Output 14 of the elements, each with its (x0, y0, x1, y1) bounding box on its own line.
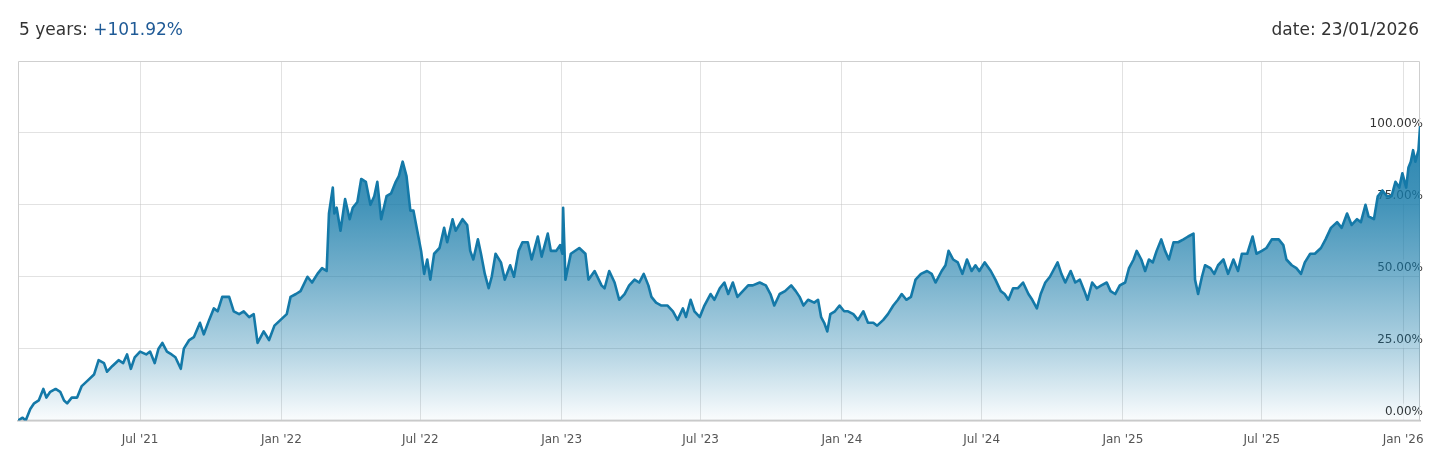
chart-title: 5 years: +101.92% (19, 19, 184, 39)
y-tick-label: 100.00% (1369, 116, 1423, 131)
x-tick-label: Jan '24 (820, 431, 863, 446)
x-tick-label: Jan '22 (259, 431, 302, 446)
x-tick-label: Jul '22 (400, 431, 439, 446)
x-tick-label: Jan '23 (540, 431, 583, 446)
x-tick-label: Jul '23 (681, 431, 720, 446)
text: date: 23/01/2026 (1271, 19, 1419, 39)
x-tick-label: Jul '25 (1242, 431, 1281, 446)
x-tick-label: Jan '25 (1101, 431, 1144, 446)
x-tick-label: Jan '26 (1381, 431, 1424, 446)
x-tick-label: Jul '21 (120, 431, 159, 446)
y-tick-label: 0.00% (1384, 403, 1423, 418)
x-tick-label: Jul '24 (962, 431, 1001, 446)
